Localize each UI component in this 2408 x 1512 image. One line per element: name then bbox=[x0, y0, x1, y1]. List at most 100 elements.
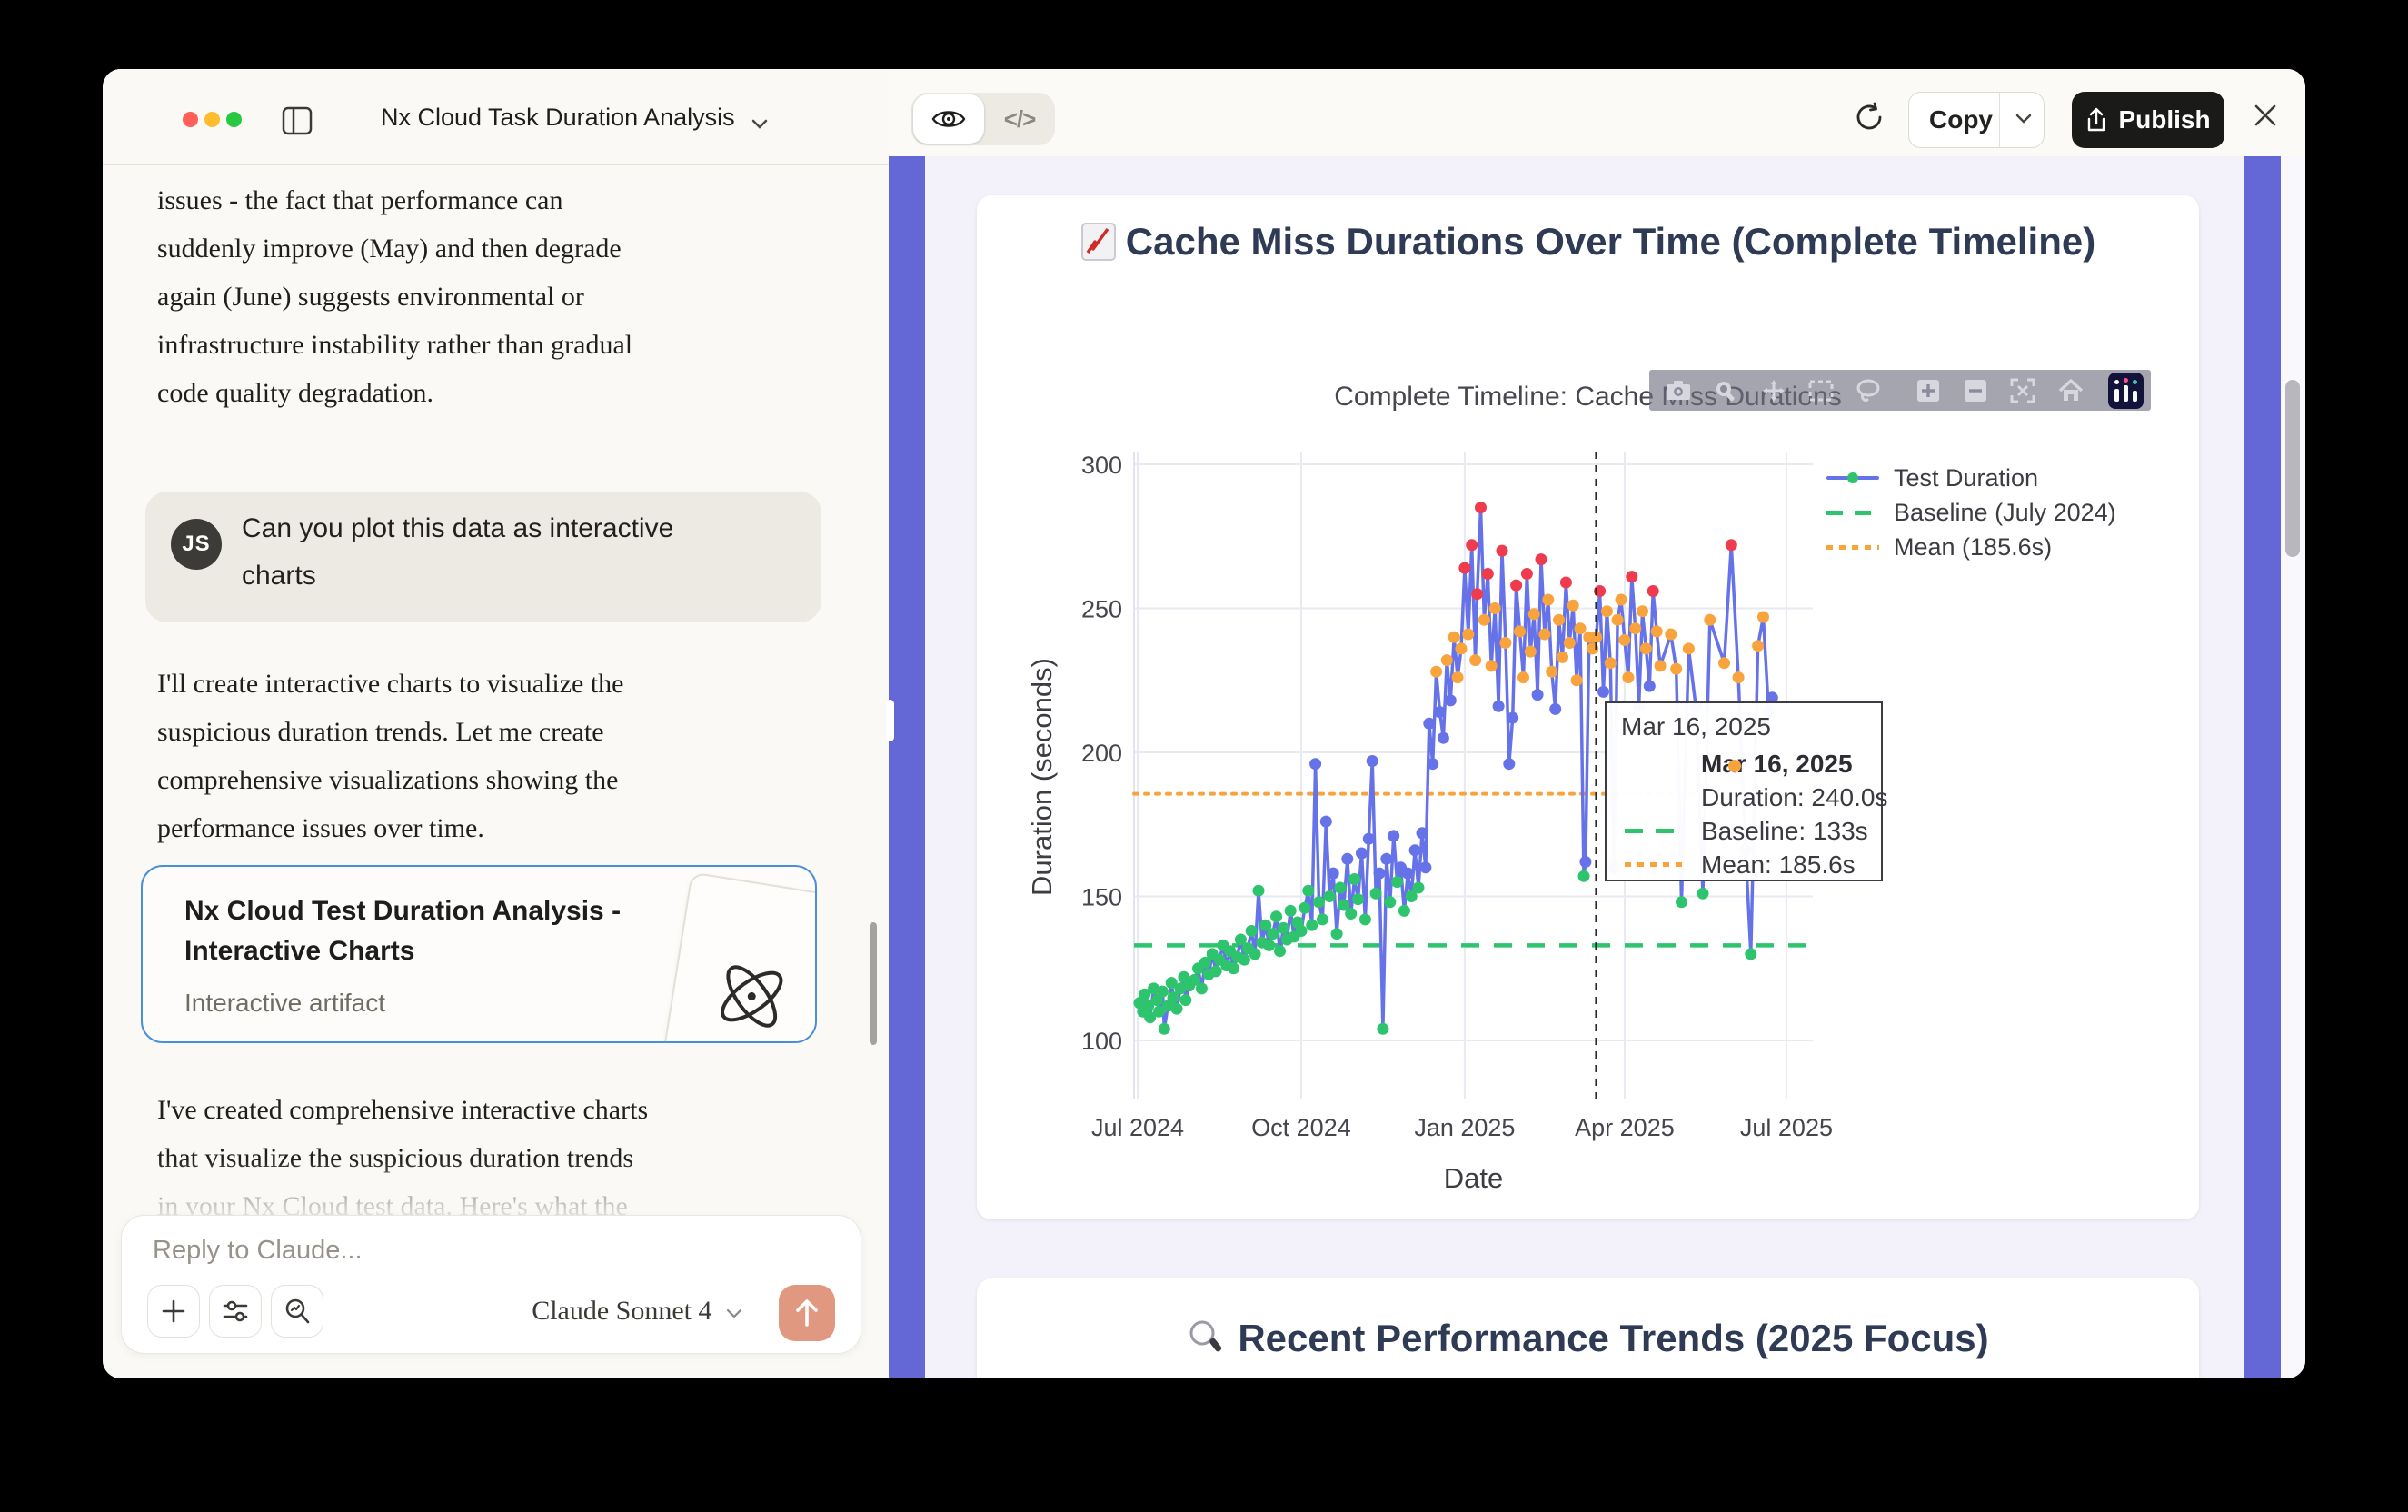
artifact-body: Cache Miss Durations Over Time (Complete… bbox=[886, 156, 2305, 1378]
legend-label: Baseline (July 2024) bbox=[1894, 498, 2116, 526]
svg-text:Duration (seconds): Duration (seconds) bbox=[1026, 658, 1058, 896]
user-message-text: charts bbox=[242, 561, 316, 591]
chart-title: Cache Miss Durations Over Time (Complete… bbox=[1039, 215, 2138, 267]
legend-item-test-duration[interactable]: Test Duration bbox=[1826, 461, 2116, 495]
tooltip-date: Mar 16, 2025 bbox=[1621, 712, 1771, 741]
code-icon: </> bbox=[1003, 104, 1037, 133]
publish-button[interactable]: Publish bbox=[2072, 92, 2224, 148]
preview-code-toggle: </> bbox=[911, 93, 1055, 145]
svg-text:Jul 2024: Jul 2024 bbox=[1091, 1114, 1184, 1141]
artifact-scrollbar-thumb[interactable] bbox=[2285, 380, 2300, 557]
lasso-select-icon[interactable] bbox=[1846, 373, 1890, 408]
sliders-icon bbox=[223, 1300, 248, 1322]
model-name: Claude Sonnet 4 bbox=[532, 1296, 712, 1326]
publish-label: Publish bbox=[2118, 105, 2211, 134]
legend-label: Mean (185.6s) bbox=[1894, 532, 2053, 561]
hover-tooltip: Mar 16, 2025 Mar 16, 2025 Duration: 240.… bbox=[1605, 701, 1887, 881]
user-message-bubble: JS Can you plot this data as interactive… bbox=[145, 492, 821, 622]
chart-card: Cache Miss Durations Over Time (Complete… bbox=[977, 195, 2199, 1219]
svg-text:250: 250 bbox=[1081, 596, 1122, 623]
reply-composer[interactable]: Reply to Claude... Claude Sonnet bbox=[121, 1215, 861, 1354]
trends-title-text: Recent Performance Trends (2025 Focus) bbox=[1238, 1317, 1989, 1359]
pan-icon[interactable] bbox=[1751, 373, 1795, 408]
chevron-down-icon bbox=[726, 1308, 742, 1318]
artifact-preview: Cache Miss Durations Over Time (Complete… bbox=[925, 156, 2244, 1378]
paragraph-line: that visualize the suspicious duration t… bbox=[157, 1143, 634, 1173]
chart-increasing-icon bbox=[1080, 223, 1116, 261]
refresh-icon bbox=[1856, 102, 1882, 130]
reply-input[interactable]: Reply to Claude... bbox=[153, 1236, 363, 1265]
artifact-toolbar: </> Copy Publish bbox=[889, 69, 2305, 156]
svg-text:Date: Date bbox=[1444, 1162, 1503, 1194]
autoscale-icon[interactable] bbox=[2001, 373, 2045, 408]
artifact-subtitle: Interactive artifact bbox=[184, 989, 385, 1017]
code-toggle-button[interactable]: </> bbox=[984, 93, 1055, 145]
plus-icon bbox=[162, 1299, 185, 1323]
refresh-button[interactable] bbox=[1854, 102, 1885, 133]
assistant-paragraph: I've created comprehensive interactive c… bbox=[157, 1086, 793, 1230]
paragraph-line: I've created comprehensive interactive c… bbox=[157, 1095, 649, 1125]
chat-scrollbar-thumb[interactable] bbox=[870, 922, 877, 1045]
user-message-text: Can you plot this data as interactive bbox=[242, 513, 674, 543]
paragraph-line: I'll create interactive charts to visual… bbox=[157, 669, 624, 699]
svg-text:Jan 2025: Jan 2025 bbox=[1414, 1114, 1515, 1141]
traffic-light-close[interactable] bbox=[183, 112, 198, 127]
plotly-logo-icon[interactable] bbox=[2108, 372, 2144, 409]
close-icon bbox=[2254, 104, 2276, 126]
chart-legend: Test Duration Baseline (July 2024) Mean … bbox=[1826, 461, 2116, 564]
tooltip-swatch-dotted bbox=[1625, 862, 1685, 867]
legend-swatch-line bbox=[1826, 472, 1879, 484]
atom-icon bbox=[721, 965, 783, 1028]
paragraph-line: issues - the fact that performance can bbox=[157, 185, 563, 215]
box-select-icon[interactable] bbox=[1799, 373, 1843, 408]
model-selector[interactable]: Claude Sonnet 4 bbox=[532, 1296, 742, 1327]
user-avatar[interactable]: JS bbox=[171, 519, 222, 570]
legend-item-baseline[interactable]: Baseline (July 2024) bbox=[1826, 495, 2116, 530]
close-artifact-button[interactable] bbox=[2252, 102, 2279, 129]
traffic-light-minimize[interactable] bbox=[204, 112, 220, 127]
camera-icon[interactable] bbox=[1657, 373, 1700, 408]
paragraph-line: suspicious duration trends. Let me creat… bbox=[157, 717, 604, 747]
svg-text:100: 100 bbox=[1081, 1028, 1122, 1055]
zoom-in-icon[interactable] bbox=[1906, 373, 1950, 408]
legend-label: Test Duration bbox=[1894, 463, 2039, 492]
legend-item-mean[interactable]: Mean (185.6s) bbox=[1826, 530, 2116, 564]
artifact-card[interactable]: Nx Cloud Test Duration Analysis - Intera… bbox=[141, 865, 817, 1043]
svg-text:300: 300 bbox=[1081, 452, 1122, 479]
paragraph-line: performance issues over time. bbox=[157, 813, 484, 843]
chart-title-text: Cache Miss Durations Over Time (Complete… bbox=[1125, 220, 2096, 263]
sidebar-toggle-icon[interactable] bbox=[282, 105, 313, 136]
research-button[interactable] bbox=[271, 1285, 323, 1338]
panel-resize-handle[interactable] bbox=[886, 700, 894, 741]
share-icon bbox=[2088, 107, 2105, 132]
paragraph-line: suddenly improve (May) and then degrade bbox=[157, 234, 622, 264]
chat-header: Nx Cloud Task Duration Analysis bbox=[103, 69, 889, 165]
zoom-out-icon[interactable] bbox=[1954, 373, 1997, 408]
artifact-scrollbar-track[interactable] bbox=[2281, 156, 2305, 1378]
conversation-title-text: Nx Cloud Task Duration Analysis bbox=[381, 104, 735, 131]
tooltip-series-date: Mar 16, 2025 bbox=[1701, 750, 1853, 778]
legend-swatch-dash bbox=[1826, 506, 1879, 519]
artifact-panel: </> Copy Publish bbox=[886, 69, 2305, 1378]
paragraph-line: infrastructure instability rather than g… bbox=[157, 330, 633, 360]
traffic-light-zoom[interactable] bbox=[226, 112, 242, 127]
copy-menu-chevron[interactable] bbox=[2015, 113, 2033, 125]
send-button[interactable] bbox=[779, 1285, 835, 1341]
app-window: Nx Cloud Task Duration Analysis issues -… bbox=[103, 69, 2305, 1378]
button-divider bbox=[1998, 93, 2000, 147]
tools-button[interactable] bbox=[209, 1285, 262, 1338]
assistant-paragraph: I'll create interactive charts to visual… bbox=[157, 660, 793, 852]
trends-card: Recent Performance Trends (2025 Focus) bbox=[977, 1278, 2199, 1378]
svg-text:150: 150 bbox=[1081, 884, 1122, 911]
trends-title: Recent Performance Trends (2025 Focus) bbox=[977, 1317, 2199, 1360]
conversation-title[interactable]: Nx Cloud Task Duration Analysis bbox=[381, 104, 769, 132]
paragraph-line: comprehensive visualizations showing the bbox=[157, 765, 619, 795]
attach-button[interactable] bbox=[147, 1285, 200, 1338]
plotly-modebar bbox=[1649, 370, 2151, 411]
magnifier-trend-icon bbox=[285, 1298, 310, 1324]
copy-button[interactable]: Copy bbox=[1908, 92, 2045, 148]
chevron-down-icon bbox=[2015, 114, 2032, 124]
preview-toggle-button[interactable] bbox=[913, 94, 984, 144]
reset-axes-home-icon[interactable] bbox=[2049, 373, 2093, 408]
zoom-icon[interactable] bbox=[1704, 373, 1747, 408]
